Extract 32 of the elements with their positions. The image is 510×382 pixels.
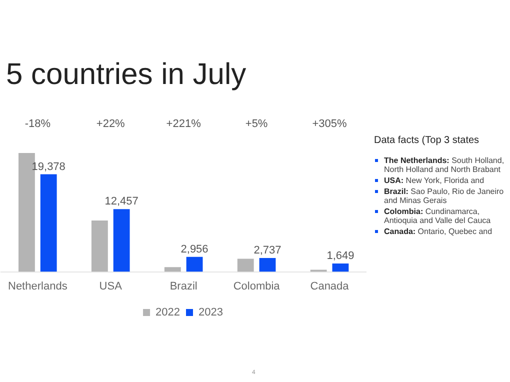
chart-title: 5 countries in July	[6, 58, 246, 92]
text: Brazil: Sao Paulo, Rio de Janeiro and Minas Gerais	[384, 187, 508, 205]
bar	[91, 220, 108, 272]
x-tick-label: Canada	[310, 280, 350, 292]
data-label: 1,649	[326, 250, 354, 262]
bar	[332, 264, 349, 272]
bar	[40, 174, 57, 272]
text: +221%	[166, 118, 202, 130]
data-label: 2,737	[254, 244, 282, 257]
text: +305%	[312, 118, 348, 130]
bar	[113, 209, 130, 272]
bar	[237, 258, 254, 272]
text: +5%	[245, 118, 268, 130]
x-tick-label: Colombia	[233, 280, 281, 292]
bar	[164, 267, 181, 272]
bar	[186, 256, 203, 272]
text: The Netherlands: South Holland, North Holland and North Brabant	[384, 156, 508, 174]
data-label: 19,378	[32, 160, 66, 173]
text: Colombia: Cundinamarca, Antioquia and Valle del Cauca	[384, 207, 508, 225]
text: Canada: Ontario, Quebec and	[384, 227, 508, 236]
x-tick-label: Brazil	[170, 280, 198, 292]
data-label: 2,956	[180, 243, 208, 256]
x-tick-label: USA	[99, 280, 123, 292]
legend-label: 2022	[156, 306, 180, 319]
text: Data facts (Top 3 states	[374, 135, 480, 146]
text: -18%	[24, 118, 51, 130]
bar	[259, 258, 276, 272]
data-label: 12,457	[104, 196, 138, 208]
text: +22%	[96, 118, 126, 130]
legend-label: 2023	[198, 306, 223, 319]
x-tick-label: Netherlands	[8, 280, 68, 292]
text: USA: New York, Florida and	[384, 176, 508, 185]
